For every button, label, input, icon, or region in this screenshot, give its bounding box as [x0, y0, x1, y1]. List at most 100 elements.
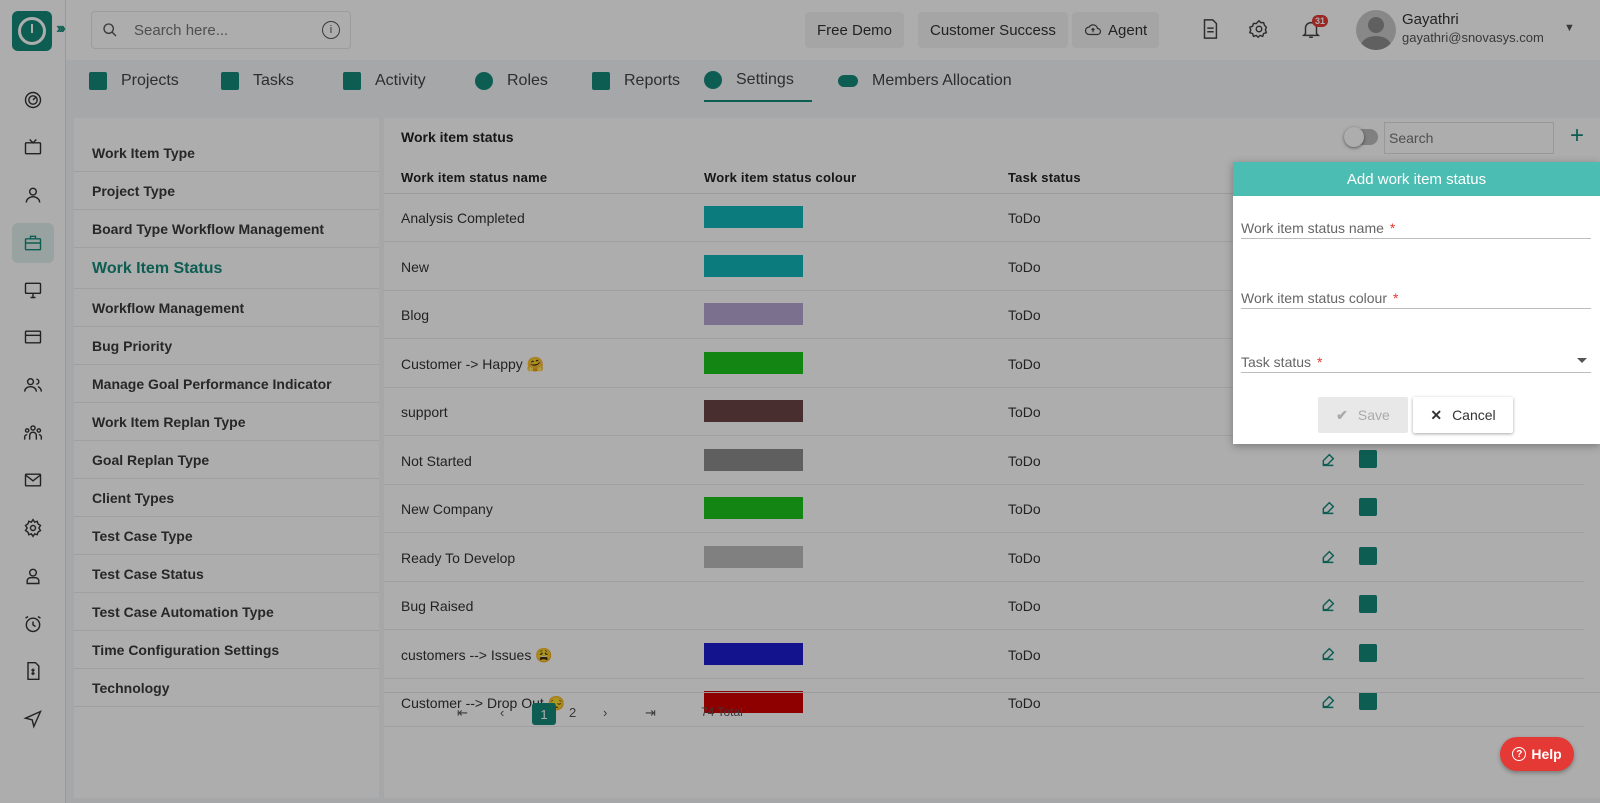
edit-icon[interactable]: [1320, 694, 1336, 710]
page-1-button[interactable]: 1: [532, 703, 556, 725]
menu-item-work-item-status[interactable]: Work Item Status: [74, 249, 379, 289]
global-search[interactable]: i: [91, 11, 351, 49]
column-header-colour[interactable]: Work item status colour: [704, 170, 857, 185]
tv-icon[interactable]: [19, 133, 47, 161]
tab-tasks[interactable]: Tasks: [221, 60, 294, 102]
tab-settings[interactable]: Settings: [704, 60, 812, 102]
customer-success-button[interactable]: Customer Success: [918, 12, 1068, 48]
briefcase-icon[interactable]: [12, 223, 54, 263]
status-colour-swatch: [704, 206, 803, 228]
edit-icon[interactable]: [1320, 549, 1336, 565]
dashboard-icon[interactable]: [19, 86, 47, 114]
invoice-icon[interactable]: [19, 657, 47, 685]
team-icon[interactable]: [19, 419, 47, 447]
edit-icon[interactable]: [1320, 646, 1336, 662]
table-row: Bug Raised ToDo: [384, 582, 1584, 630]
alarm-icon[interactable]: [19, 610, 47, 638]
tab-roles[interactable]: Roles: [475, 60, 548, 102]
avatar[interactable]: [1356, 10, 1396, 50]
table-row: customers --> Issues 😩 ToDo: [384, 631, 1584, 679]
monitor-icon[interactable]: [19, 276, 47, 304]
edit-icon[interactable]: [1320, 452, 1336, 468]
menu-item-workflow-management[interactable]: Workflow Management: [74, 289, 379, 327]
clock-logo-icon: [18, 17, 46, 45]
menu-item-work-item-replan[interactable]: Work Item Replan Type: [74, 403, 379, 441]
archive-icon[interactable]: [1359, 449, 1377, 468]
chevron-down-icon[interactable]: ▼: [1564, 22, 1575, 34]
tab-members-allocation[interactable]: Members Allocation: [838, 60, 1012, 102]
mail-icon[interactable]: [19, 466, 47, 494]
archive-icon[interactable]: [1359, 546, 1377, 565]
agent-button[interactable]: Agent: [1072, 12, 1160, 48]
status-name-field[interactable]: Work item status name *: [1241, 220, 1591, 239]
menu-item-bug-priority[interactable]: Bug Priority: [74, 327, 379, 365]
edit-icon[interactable]: [1320, 597, 1336, 613]
expand-menu-icon[interactable]: ›››: [56, 20, 66, 37]
agent-label: Agent: [1108, 21, 1148, 39]
tab-activity[interactable]: Activity: [343, 60, 426, 102]
chevron-down-icon: [1577, 358, 1587, 363]
required-mark: *: [1389, 220, 1396, 236]
add-work-item-status-dialog: Add work item status Work item status na…: [1233, 162, 1600, 444]
page-2-button[interactable]: 2: [569, 705, 577, 720]
menu-item-work-item-type[interactable]: Work Item Type: [74, 134, 379, 172]
document-icon[interactable]: [1199, 18, 1223, 42]
credit-card-icon[interactable]: [19, 323, 47, 351]
close-icon: ✕: [1430, 406, 1443, 423]
report-icon: [592, 72, 610, 90]
archive-icon[interactable]: [1359, 643, 1377, 662]
users-icon[interactable]: [19, 371, 47, 399]
archive-icon[interactable]: [1359, 692, 1377, 710]
status-colour-swatch: [704, 448, 803, 471]
column-header-task-status[interactable]: Task status: [1008, 170, 1081, 185]
archive-toggle[interactable]: [1344, 127, 1378, 147]
settings-icon[interactable]: [19, 514, 47, 542]
menu-item-test-case-automation[interactable]: Test Case Automation Type: [74, 593, 379, 631]
clipboard-icon: [221, 72, 239, 90]
task-status-cell: ToDo: [1008, 501, 1041, 517]
column-header-name[interactable]: Work item status name: [401, 170, 548, 185]
menu-item-client-types[interactable]: Client Types: [74, 479, 379, 517]
menu-item-time-configuration[interactable]: Time Configuration Settings: [74, 631, 379, 669]
menu-item-technology[interactable]: Technology: [74, 669, 379, 707]
group-icon: [838, 75, 858, 87]
task-status-select[interactable]: Task status *: [1241, 354, 1591, 373]
search-input[interactable]: [134, 21, 304, 39]
status-colour-field[interactable]: Work item status colour *: [1241, 290, 1591, 309]
menu-item-test-case-type[interactable]: Test Case Type: [74, 517, 379, 555]
check-icon: ✔: [1336, 406, 1348, 423]
info-icon[interactable]: i: [322, 21, 340, 39]
edit-icon[interactable]: [1320, 500, 1336, 516]
profile-icon[interactable]: [19, 562, 47, 590]
tab-reports[interactable]: Reports: [592, 60, 680, 102]
save-button[interactable]: ✔ Save: [1318, 397, 1408, 433]
app-logo[interactable]: [12, 11, 52, 51]
add-icon[interactable]: +: [1570, 122, 1585, 149]
prev-page-icon[interactable]: ‹: [500, 705, 505, 720]
help-button[interactable]: ? Help: [1500, 737, 1574, 771]
archive-icon[interactable]: [1359, 595, 1377, 613]
status-colour-swatch: [704, 303, 803, 325]
last-page-icon[interactable]: ⇥: [645, 705, 656, 720]
free-demo-button[interactable]: Free Demo: [805, 12, 905, 48]
search-icon: [103, 23, 117, 37]
task-status-cell: ToDo: [1008, 210, 1041, 226]
task-status-cell: ToDo: [1008, 307, 1041, 323]
menu-item-goal-kpi[interactable]: Manage Goal Performance Indicator: [74, 365, 379, 403]
panel-search-input[interactable]: [1384, 122, 1554, 154]
tab-label: Settings: [736, 71, 794, 88]
tab-projects[interactable]: Projects: [89, 60, 179, 102]
menu-item-board-type-workflow[interactable]: Board Type Workflow Management: [74, 210, 379, 248]
cancel-button[interactable]: ✕ Cancel: [1413, 397, 1513, 433]
menu-item-project-type[interactable]: Project Type: [74, 172, 379, 210]
user-icon[interactable]: [19, 181, 47, 209]
bell-icon[interactable]: 31: [1300, 15, 1329, 42]
send-icon[interactable]: [19, 705, 47, 733]
archive-icon[interactable]: [1359, 498, 1377, 516]
list-icon: [343, 72, 361, 90]
first-page-icon[interactable]: ⇤: [457, 705, 468, 720]
next-page-icon[interactable]: ›: [603, 705, 608, 720]
menu-item-test-case-status[interactable]: Test Case Status: [74, 555, 379, 593]
gear-icon[interactable]: [1248, 18, 1272, 42]
menu-item-goal-replan[interactable]: Goal Replan Type: [74, 441, 379, 479]
